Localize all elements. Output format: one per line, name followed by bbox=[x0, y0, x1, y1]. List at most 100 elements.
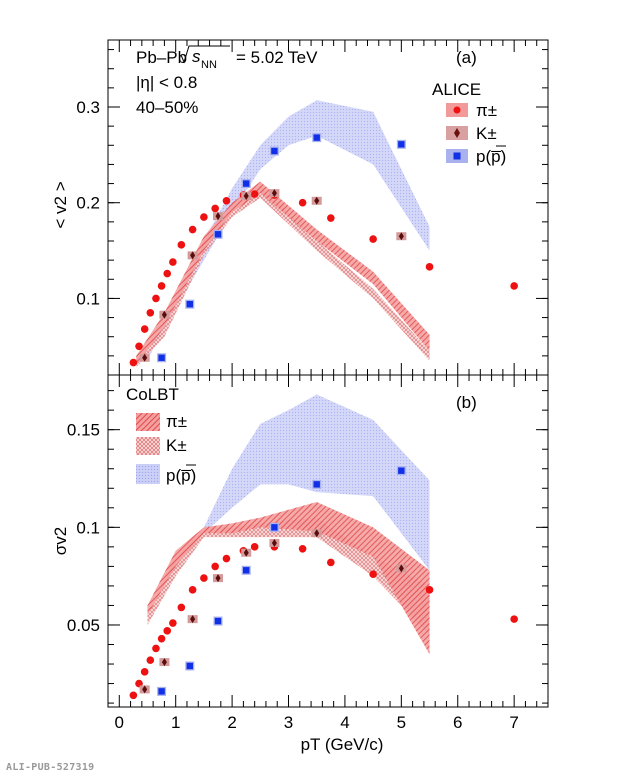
kaon-point-a bbox=[215, 212, 221, 221]
panel-b-ylabel: σv2 bbox=[51, 527, 70, 555]
kaon-point-b bbox=[190, 615, 196, 624]
figure-id: ALI-PUB-527319 bbox=[6, 762, 95, 773]
pion-point-a bbox=[510, 282, 518, 290]
kaon-point-a bbox=[314, 196, 320, 205]
xtick-label: 4 bbox=[340, 713, 349, 732]
kaon-band-a bbox=[136, 185, 430, 368]
kaon-point-b bbox=[398, 564, 404, 573]
panel-a: 0.1 0.2 0.3 Pb–Pb s NN = 5.02 TeV |η| < 0.… bbox=[51, 39, 549, 376]
panel-b-label: (b) bbox=[456, 393, 477, 412]
proton-point-b bbox=[313, 481, 320, 488]
pion-point-a bbox=[211, 204, 219, 213]
pion-point-b bbox=[169, 619, 177, 627]
proton-point-b bbox=[398, 467, 405, 474]
proton-point-a bbox=[271, 147, 278, 155]
axis-ticks-a: 0.1 0.2 0.3 bbox=[76, 40, 548, 376]
legend-b-proton-label: p(p̅) bbox=[166, 466, 196, 485]
pion-point-a bbox=[250, 190, 259, 198]
proton-point-a bbox=[243, 180, 250, 187]
pion-point-b bbox=[146, 656, 155, 664]
xtick-label: 0 bbox=[115, 713, 124, 732]
ytick-label-a: 0.3 bbox=[76, 98, 100, 117]
proton-point-b bbox=[243, 567, 250, 574]
legend-b-kaon-label: K± bbox=[166, 436, 187, 455]
sqrt-symbol: s NN bbox=[180, 45, 230, 71]
pion-point-a bbox=[157, 282, 166, 290]
legend-pion-marker bbox=[453, 106, 461, 114]
axis-ticks-b: 0.05 0.1 0.15 0 1 2 3 4 5 6 7 bbox=[67, 375, 548, 732]
data-points-b bbox=[129, 466, 518, 700]
panel-b-frame bbox=[107, 374, 549, 708]
ytick-label-a: 0.2 bbox=[76, 194, 100, 213]
data-points-a bbox=[129, 133, 518, 367]
pion-point-a bbox=[146, 308, 155, 317]
pion-point-b bbox=[200, 574, 208, 582]
pion-point-a bbox=[188, 225, 197, 234]
kaon-point-a bbox=[271, 189, 277, 198]
kaon-point-a bbox=[243, 192, 249, 201]
kaon-point-b bbox=[243, 548, 249, 557]
xtick-label: 2 bbox=[227, 713, 236, 732]
pion-point-b bbox=[129, 691, 138, 700]
legend-a: π± K± p(p̅) bbox=[446, 101, 506, 166]
legend-b-pion-box bbox=[136, 413, 160, 431]
pion-point-b bbox=[250, 543, 259, 551]
centrality-label: 40–50% bbox=[136, 98, 198, 117]
legend-b-pion-label: π± bbox=[166, 412, 187, 431]
panel-a-label: (a) bbox=[456, 48, 477, 67]
kaon-point-b bbox=[215, 574, 221, 583]
ytick-label-b: 0.05 bbox=[67, 616, 100, 635]
kaon-point-a bbox=[142, 353, 148, 362]
pion-point-a bbox=[177, 241, 186, 249]
pion-point-a bbox=[169, 258, 177, 266]
kaon-point-b bbox=[142, 685, 148, 694]
kaon-point-a bbox=[190, 251, 196, 260]
proton-point-b bbox=[271, 524, 278, 531]
legend-b: π± K± p(p̅) bbox=[136, 412, 196, 485]
pion-point-a bbox=[135, 342, 143, 351]
proton-point-a bbox=[313, 134, 320, 141]
pion-band-b bbox=[147, 501, 430, 655]
xtick-label: 6 bbox=[453, 713, 462, 732]
proton-point-b bbox=[214, 617, 222, 625]
pion-point-a bbox=[140, 325, 149, 333]
legend-b-kaon-box bbox=[136, 437, 160, 455]
pion-point-b bbox=[298, 545, 307, 553]
pion-point-b bbox=[222, 554, 231, 563]
pion-point-b bbox=[157, 634, 166, 643]
pion-point-a bbox=[163, 269, 172, 278]
pion-point-b bbox=[510, 615, 518, 623]
eta-cut-label: |η| < 0.8 bbox=[136, 73, 197, 92]
pion-point-b bbox=[152, 644, 160, 653]
sqrt-sub: NN bbox=[201, 59, 217, 71]
kaon-point-a bbox=[161, 310, 167, 319]
sqrt-s: s bbox=[192, 47, 201, 66]
experiment-label: ALICE bbox=[432, 80, 481, 99]
xtick-label: 5 bbox=[397, 713, 406, 732]
proton-point-a bbox=[398, 141, 405, 148]
legend-b-proton-box bbox=[136, 464, 160, 484]
energy-label: = 5.02 TeV bbox=[236, 48, 318, 67]
pion-point-b bbox=[163, 627, 172, 635]
model-bands-a bbox=[136, 100, 430, 368]
xtick-label: 7 bbox=[509, 713, 518, 732]
proton-point-a bbox=[158, 354, 165, 361]
legend-proton-marker bbox=[453, 152, 461, 160]
kaon-point-b bbox=[271, 538, 277, 547]
proton-point-a bbox=[214, 231, 222, 238]
pion-point-b bbox=[425, 586, 434, 594]
pion-point-b bbox=[211, 562, 219, 571]
pion-point-a bbox=[222, 197, 231, 205]
pion-point-a bbox=[129, 358, 138, 367]
pion-point-a bbox=[200, 213, 208, 221]
x-axis-label: pT (GeV/c) bbox=[301, 735, 384, 754]
panel-b: 0.05 0.1 0.15 0 1 2 3 4 5 6 7 CoLBT (b) π± K± p(p̅… bbox=[51, 374, 549, 754]
pion-point-b bbox=[369, 570, 377, 578]
panel-a-ylabel: < v2 > bbox=[51, 181, 70, 228]
pion-point-a bbox=[369, 235, 377, 243]
ytick-label-a: 0.1 bbox=[76, 289, 100, 308]
ytick-label-b: 0.15 bbox=[67, 421, 100, 440]
pion-point-b bbox=[140, 668, 149, 676]
legend-proton-label: p(p̅) bbox=[476, 147, 506, 166]
